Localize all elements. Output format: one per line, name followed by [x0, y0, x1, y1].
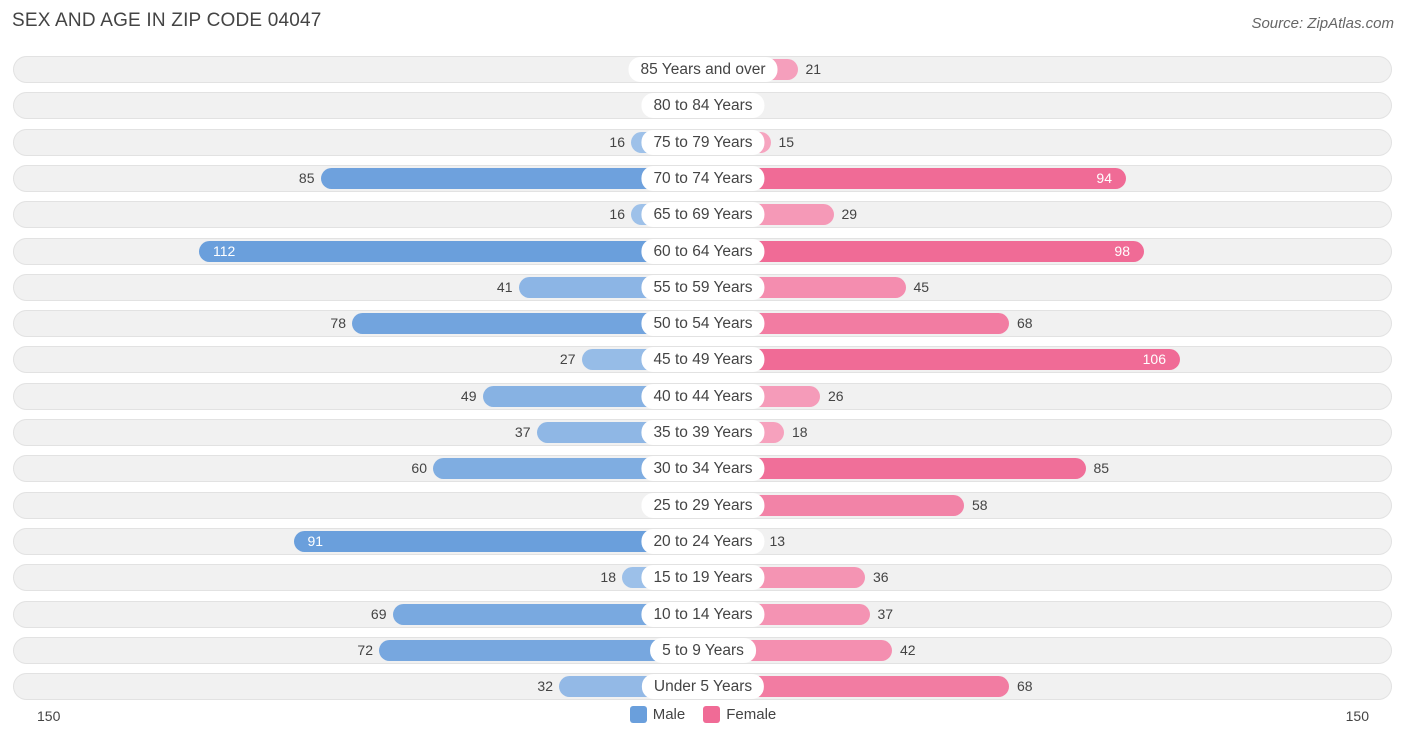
category-label: 85 Years and over — [628, 57, 778, 82]
category-label: 25 to 29 Years — [641, 492, 765, 518]
male-bar — [433, 458, 703, 480]
male-value-label: 49 — [460, 387, 477, 404]
female-value-label: 37 — [877, 605, 894, 622]
male-value-label: 72 — [357, 641, 373, 658]
male-value-label: 27 — [559, 351, 576, 368]
source-note: Source: ZipAtlas.com — [1251, 15, 1394, 32]
chart-title: SEX AND AGE IN ZIP CODE 04047 — [12, 10, 322, 31]
female-value-label: 68 — [1017, 315, 1033, 332]
female-value-label: 26 — [828, 387, 844, 404]
male-value-label: 37 — [514, 424, 531, 440]
legend-female-label: Female — [726, 706, 777, 723]
female-value-label: 29 — [841, 206, 858, 223]
category-label: 30 to 34 Years — [641, 456, 765, 482]
male-bar — [379, 639, 703, 661]
category-label: 20 to 24 Years — [641, 528, 765, 554]
male-value-label: 91 — [307, 532, 324, 549]
male-value-label: 69 — [370, 605, 387, 622]
category-label: 80 to 84 Years — [641, 93, 765, 119]
female-bar — [703, 494, 964, 516]
female-value-label: 45 — [913, 278, 930, 295]
female-value-label: 18 — [792, 424, 808, 440]
legend: Male Female — [0, 706, 1406, 723]
female-value-label: 98 — [1114, 242, 1130, 259]
axis-right-max-label: 150 — [1345, 708, 1369, 724]
male-value-label: 18 — [600, 569, 616, 586]
category-label: 50 to 54 Years — [641, 311, 765, 337]
category-label: 10 to 14 Years — [641, 601, 765, 627]
male-value-label: 16 — [609, 133, 625, 150]
male-bar — [293, 530, 703, 552]
male-value-label: 32 — [537, 678, 553, 695]
female-value-label: 106 — [1142, 351, 1166, 368]
female-bar — [703, 167, 1126, 189]
female-bar — [703, 458, 1086, 480]
axis-left-max-label: 150 — [37, 708, 61, 724]
male-bar — [392, 603, 703, 625]
female-bar — [703, 313, 1009, 335]
male-value-label: 41 — [496, 278, 513, 295]
category-label: 15 to 19 Years — [641, 565, 765, 591]
female-bar — [703, 349, 1180, 371]
male-swatch — [629, 706, 647, 723]
male-bar — [199, 240, 703, 262]
female-bar — [703, 240, 1144, 262]
female-value-label: 58 — [972, 496, 988, 513]
female-bar — [703, 676, 1009, 698]
male-value-label: 78 — [330, 315, 346, 332]
category-label: 70 to 74 Years — [641, 165, 765, 191]
female-value-label: 85 — [1093, 460, 1110, 477]
male-value-label: 16 — [609, 206, 625, 223]
category-label: 65 to 69 Years — [641, 202, 765, 228]
male-value-label: 85 — [298, 169, 315, 186]
category-label: 35 to 39 Years — [641, 420, 765, 445]
category-label: 60 to 64 Years — [641, 238, 765, 264]
male-value-label: 112 — [213, 242, 236, 259]
female-swatch — [703, 706, 721, 723]
legend-item-female: Female — [703, 706, 776, 723]
male-bar — [352, 313, 703, 335]
category-label: 40 to 44 Years — [641, 383, 765, 409]
category-label: 55 to 59 Years — [641, 274, 765, 300]
female-value-label: 94 — [1096, 169, 1112, 186]
female-value-label: 13 — [769, 532, 786, 549]
legend-male-label: Male — [652, 706, 686, 723]
female-value-label: 15 — [778, 133, 795, 150]
category-label: Under 5 Years — [641, 674, 765, 700]
male-value-label: 60 — [411, 460, 427, 477]
female-value-label: 68 — [1017, 678, 1033, 695]
female-value-label: 21 — [805, 61, 822, 77]
female-value-label: 36 — [873, 569, 889, 586]
category-label: 5 to 9 Years — [650, 637, 756, 663]
category-label: 45 to 49 Years — [641, 347, 765, 373]
female-value-label: 42 — [900, 641, 916, 658]
male-bar — [320, 167, 703, 189]
legend-item-male: Male — [629, 706, 686, 723]
category-label: 75 to 79 Years — [641, 129, 765, 155]
